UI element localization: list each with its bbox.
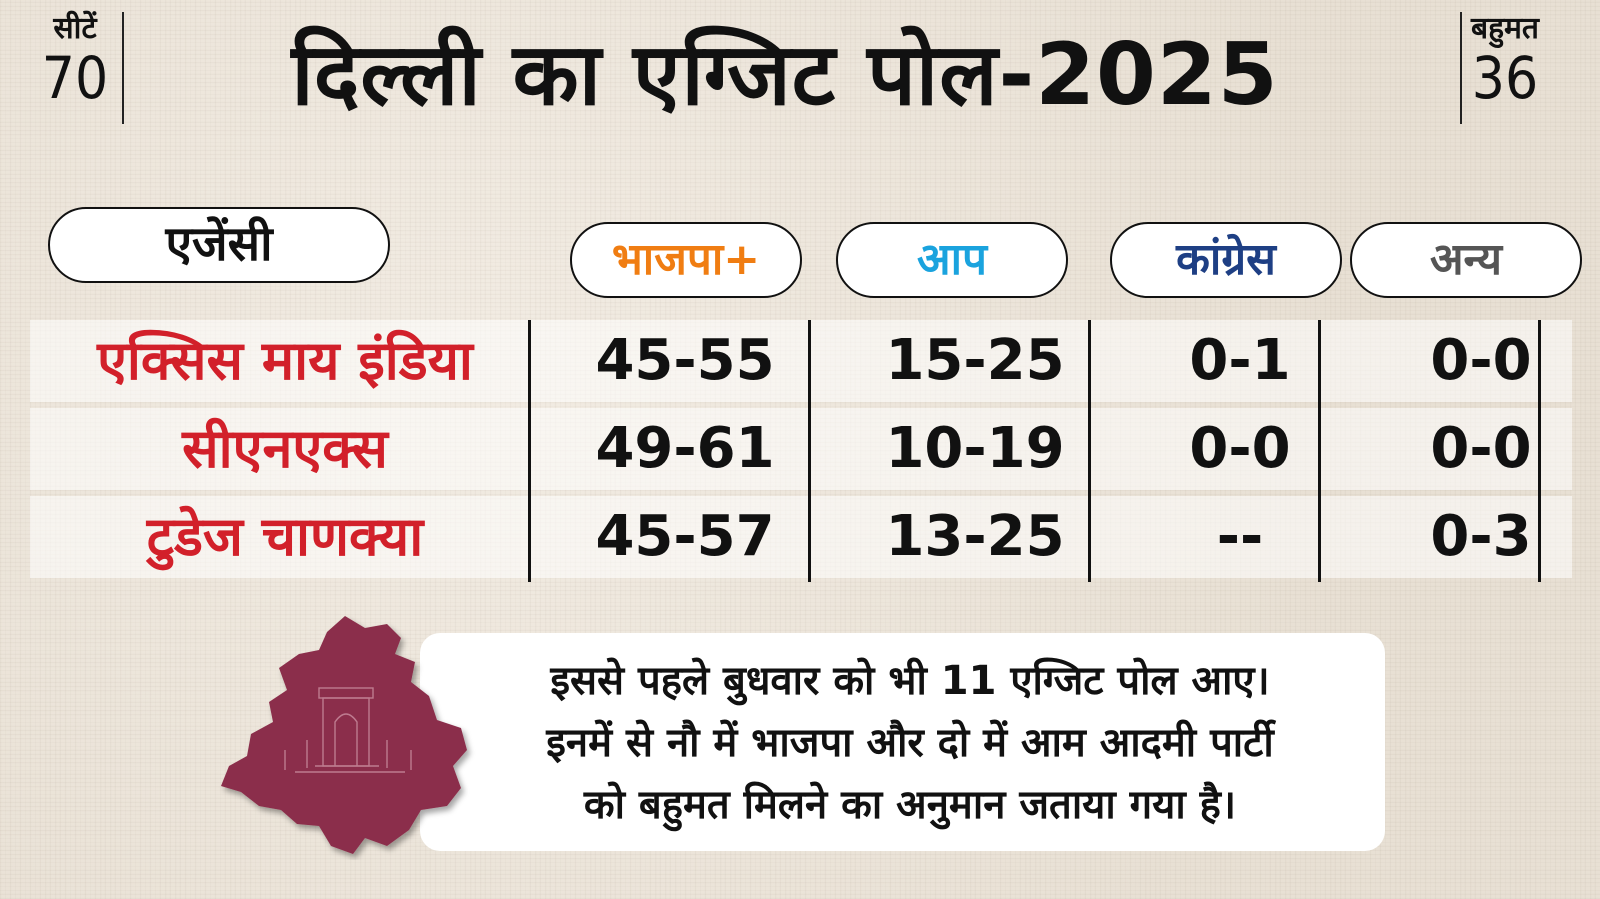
column-divider [1318,320,1321,582]
others-seats: 0-0 [1430,416,1532,481]
aap-seats: 15-25 [885,328,1065,393]
table-row: सीएनएक्स 49-61 10-19 0-0 0-0 [30,408,1572,490]
delhi-map-icon [221,616,467,854]
agency-name: सीएनएक्स [182,417,388,480]
congress-seats: 0-1 [1189,328,1291,393]
note-line: इससे पहले बुधवार को भी 11 एग्जिट पोल आए। [550,658,1270,704]
column-header-congress: कांग्रेस [1110,222,1342,298]
majority-divider [1460,12,1462,124]
seats-value: 70 [41,44,109,112]
bjp-seats: 45-57 [595,504,775,569]
table-row: टुडेज चाणक्या 45-57 13-25 -- 0-3 [30,496,1572,578]
column-header-others: अन्य [1350,222,1582,298]
note-line: को बहुमत मिलने का अनुमान जताया गया है। [583,782,1237,828]
majority-label: बहुमत [1470,11,1540,46]
column-divider [808,320,811,582]
agency-header: एजेंसी [48,207,390,283]
column-header-aap: आप [836,222,1068,298]
agency-name: टुडेज चाणक्या [146,505,424,568]
total-seats: सीटें 70 [30,11,120,112]
seats-divider [122,12,124,124]
note-text: इससे पहले बुधवार को भी 11 एग्जिट पोल आए।… [460,650,1360,836]
seats-label: सीटें [53,11,97,46]
bjp-seats: 49-61 [595,416,775,481]
others-seats: 0-3 [1430,504,1532,569]
note-box [420,633,1385,851]
aap-seats: 13-25 [885,504,1065,569]
page-title: दिल्ली का एग्जिट पोल-2025 [291,25,1279,125]
others-seats: 0-0 [1430,328,1532,393]
column-divider [1538,320,1541,582]
note-line: इनमें से नौ में भाजपा और दो में आम आदमी … [546,720,1274,766]
congress-seats: 0-0 [1189,416,1291,481]
exit-poll-table: एक्सिस माय इंडिया 45-55 15-25 0-1 0-0 सी… [30,320,1572,584]
aap-seats: 10-19 [885,416,1065,481]
column-divider [528,320,531,582]
bjp-seats: 45-55 [595,328,775,393]
congress-seats: -- [1216,504,1264,569]
agency-name: एक्सिस माय इंडिया [97,329,473,392]
column-header-bjp: भाजपा+ [570,222,802,298]
table-row: एक्सिस माय इंडिया 45-55 15-25 0-1 0-0 [30,320,1572,402]
column-divider [1088,320,1091,582]
majority-mark: बहुमत 36 [1450,11,1560,112]
majority-value: 36 [1471,44,1539,112]
